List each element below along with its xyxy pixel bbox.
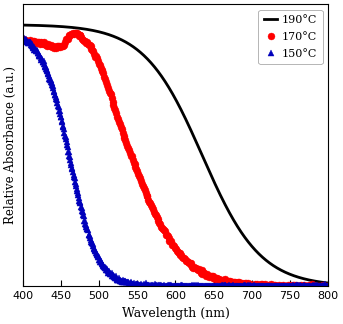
170°C bbox=[220, 278, 224, 282]
190°C bbox=[317, 280, 321, 284]
170°C bbox=[261, 284, 265, 288]
150°C bbox=[161, 284, 165, 288]
190°C bbox=[326, 281, 330, 285]
170°C bbox=[138, 176, 142, 180]
170°C bbox=[75, 30, 79, 34]
150°C bbox=[326, 284, 330, 288]
170°C bbox=[85, 40, 89, 44]
190°C bbox=[317, 280, 321, 284]
150°C bbox=[21, 36, 25, 40]
190°C bbox=[21, 23, 25, 27]
Line: 170°C: 170°C bbox=[19, 29, 332, 290]
190°C bbox=[36, 24, 40, 28]
150°C bbox=[239, 284, 243, 288]
Line: 150°C: 150°C bbox=[19, 34, 332, 290]
190°C bbox=[261, 256, 265, 260]
170°C bbox=[191, 266, 195, 270]
150°C bbox=[138, 284, 142, 287]
X-axis label: Wavelength (nm): Wavelength (nm) bbox=[121, 307, 229, 320]
190°C bbox=[161, 77, 165, 81]
170°C bbox=[21, 37, 25, 40]
170°C bbox=[201, 271, 205, 274]
150°C bbox=[164, 284, 168, 288]
190°C bbox=[169, 90, 173, 94]
170°C bbox=[326, 284, 330, 288]
Legend: 190°C, 170°C, 150°C: 190°C, 170°C, 150°C bbox=[259, 10, 323, 64]
150°C bbox=[173, 284, 177, 288]
Line: 190°C: 190°C bbox=[23, 25, 328, 283]
150°C bbox=[140, 284, 144, 288]
150°C bbox=[286, 284, 291, 288]
Y-axis label: Relative Absorbance (a.u.): Relative Absorbance (a.u.) bbox=[4, 66, 17, 224]
170°C bbox=[284, 284, 288, 288]
